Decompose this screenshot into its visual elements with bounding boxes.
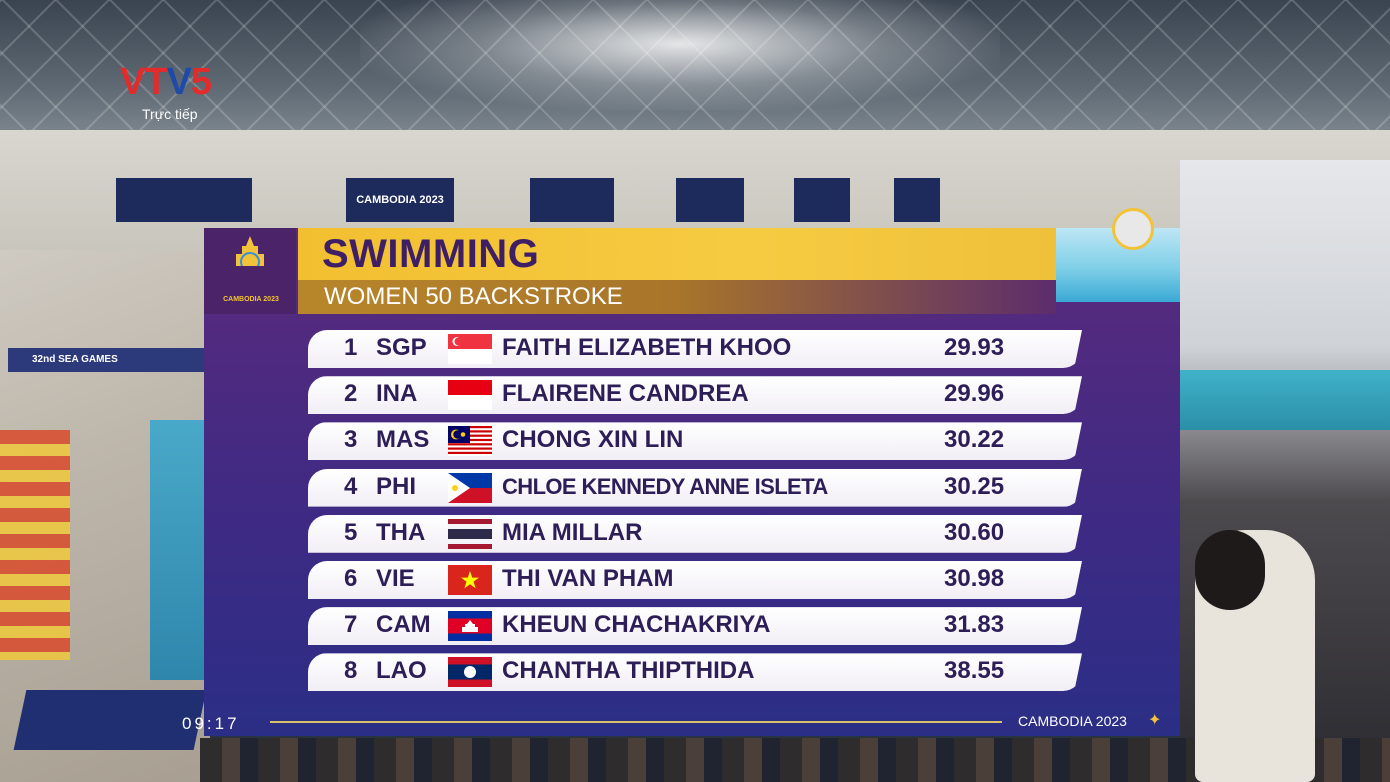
athlete-name: KHEUN CHACHAKRIYA [502, 611, 771, 639]
country-code: LAO [376, 657, 427, 685]
country-code: SGP [376, 334, 427, 361]
live-label: Trực tiếp [142, 106, 198, 122]
result-row: 7 CAM KHEUN CHACHAKRIYA 31.83 [308, 607, 1082, 646]
rank: 5 [344, 518, 358, 546]
result-row: 3 MAS CHONG XIN LIN 30.22 [308, 422, 1082, 461]
mascot-icon [1112, 208, 1154, 250]
race-time: 29.96 [944, 380, 1005, 408]
arena-banner-logo [676, 178, 744, 222]
title-bar [298, 228, 1056, 280]
sea-games-sign: 32nd SEA GAMES [8, 348, 208, 372]
arena-sign-bottom [13, 690, 207, 750]
spectator-head [1195, 530, 1265, 610]
rank: 8 [344, 657, 358, 685]
race-time: 30.60 [944, 518, 1005, 546]
rank: 6 [344, 564, 358, 592]
arena-banner-logo [894, 178, 940, 222]
country-code: CAM [376, 611, 431, 639]
athlete-name: FLAIRENE CANDREA [502, 380, 749, 408]
athlete-name: CHONG XIN LIN [502, 426, 684, 454]
subtitle-bar [298, 280, 1056, 314]
country-code: PHI [376, 472, 417, 500]
laos-flag-icon [448, 657, 492, 688]
race-time: 30.98 [944, 564, 1005, 592]
thailand-flag-icon [448, 518, 492, 549]
arena-banner: CAMBODIA 2023 [346, 178, 454, 222]
result-row: 1 SGP FAITH ELIZABETH KHOO 29.93 [308, 330, 1082, 368]
event-title: SWIMMING [322, 232, 540, 276]
malaysia-flag-icon [448, 426, 492, 457]
country-code: INA [376, 380, 418, 408]
race-time: 30.22 [944, 426, 1005, 454]
result-row: 5 THA MIA MILLAR 30.60 [308, 514, 1082, 553]
pool-left [150, 420, 210, 680]
country-code: THA [376, 518, 426, 546]
result-row: 6 VIE THI VAN PHAM 30.98 [308, 560, 1082, 599]
footer-divider [270, 721, 1002, 723]
race-time: 31.83 [944, 611, 1005, 639]
rank: 7 [344, 611, 358, 639]
roof-lights [360, 0, 1000, 110]
rank: 2 [344, 380, 358, 408]
result-row: 4 PHI CHLOE KENNEDY ANNE ISLETA 30.25 [308, 468, 1082, 507]
athlete-name: THI VAN PHAM [502, 564, 674, 592]
indonesia-flag-icon [448, 380, 492, 411]
athlete-name: MIA MILLAR [502, 518, 643, 546]
race-time: 38.55 [944, 657, 1005, 685]
crowd [200, 738, 1390, 782]
philippines-flag-icon [448, 472, 492, 503]
rank: 1 [344, 334, 358, 361]
athlete-name: FAITH ELIZABETH KHOO [502, 334, 792, 361]
results-list: 1 SGP FAITH ELIZABETH KHOO 29.93 2 INA F… [308, 330, 1082, 700]
cambodia-flag-icon [448, 611, 492, 642]
singapore-flag-icon [448, 334, 492, 364]
race-time: 30.25 [944, 472, 1005, 500]
country-code: MAS [376, 426, 430, 454]
footer-label: CAMBODIA 2023 [1018, 713, 1127, 729]
athlete-name: CHLOE KENNEDY ANNE ISLETA [502, 473, 828, 499]
athlete-name: CHANTHA THIPTHIDA [502, 657, 755, 685]
result-row: 2 INA FLAIRENE CANDREA 29.96 [308, 376, 1082, 415]
broadcast-clock: 09:17 [182, 714, 240, 733]
left-seats [0, 430, 70, 660]
arena-banner-logo [116, 178, 252, 222]
star-icon: ✦ [1148, 710, 1162, 729]
angkor-temple-icon [236, 236, 264, 266]
vietnam-flag-icon [448, 564, 492, 595]
race-time: 29.93 [944, 334, 1005, 361]
country-code: VIE [376, 564, 415, 592]
arena-banner-logo [794, 178, 850, 222]
vtv5-logo: VT V 5 [120, 61, 212, 103]
emblem-text: CAMBODIA 2023 [223, 296, 279, 303]
event-subtitle: WOMEN 50 BACKSTROKE [324, 283, 623, 310]
rank: 4 [344, 472, 358, 500]
arena-banner-logo [530, 178, 614, 222]
pool-right [1180, 370, 1390, 430]
rank: 3 [344, 426, 358, 454]
result-row: 8 LAO CHANTHA THIPTHIDA 38.55 [308, 653, 1082, 692]
